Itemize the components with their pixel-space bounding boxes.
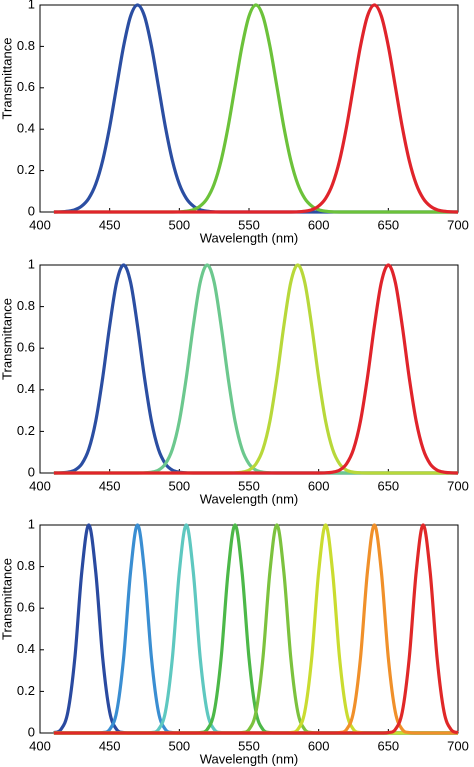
curve bbox=[53, 523, 458, 735]
curve bbox=[53, 523, 458, 735]
y-axis-label: Transmittance bbox=[0, 38, 14, 120]
x-tick-label: 550 bbox=[238, 478, 260, 493]
curve bbox=[53, 523, 458, 735]
y-tick-label: 0.4 bbox=[17, 641, 35, 656]
curve bbox=[53, 3, 458, 214]
y-tick-label: 0.6 bbox=[17, 79, 35, 94]
y-tick-label: 0.8 bbox=[17, 38, 35, 53]
x-axis-label: Wavelength (nm) bbox=[200, 491, 299, 506]
y-tick-label: 0.4 bbox=[17, 121, 35, 136]
y-tick-label: 0.8 bbox=[17, 558, 35, 573]
x-tick-label: 650 bbox=[377, 217, 399, 232]
axes-box bbox=[39, 524, 459, 734]
curve bbox=[53, 263, 459, 475]
x-tick-label: 450 bbox=[99, 217, 121, 232]
y-tick-label: 0 bbox=[28, 203, 35, 218]
y-axis-label: Transmittance bbox=[0, 558, 14, 640]
y-tick-label: 0.4 bbox=[17, 381, 35, 396]
x-tick-label: 400 bbox=[29, 478, 51, 493]
y-tick-label: 0 bbox=[28, 464, 35, 479]
x-tick-label: 700 bbox=[447, 738, 469, 753]
x-tick-label: 650 bbox=[377, 478, 399, 493]
x-tick-label: 500 bbox=[168, 738, 190, 753]
y-axis-label: Transmittance bbox=[0, 298, 14, 380]
x-tick-label: 550 bbox=[238, 738, 260, 753]
curve bbox=[53, 523, 458, 735]
curve bbox=[53, 523, 458, 735]
y-tick-label: 1 bbox=[28, 516, 35, 531]
curve bbox=[53, 523, 458, 735]
y-tick-label: 0 bbox=[28, 724, 35, 739]
x-tick-label: 400 bbox=[29, 738, 51, 753]
curve bbox=[53, 3, 458, 214]
y-tick-label: 0.2 bbox=[17, 683, 35, 698]
axes-box bbox=[39, 4, 459, 213]
curve bbox=[53, 3, 459, 214]
y-tick-label: 0.6 bbox=[17, 600, 35, 615]
x-tick-label: 600 bbox=[308, 738, 330, 753]
x-tick-label: 450 bbox=[99, 738, 121, 753]
x-axis-label: Wavelength (nm) bbox=[200, 751, 299, 766]
x-axis-label: Wavelength (nm) bbox=[200, 230, 299, 245]
x-tick-label: 700 bbox=[447, 217, 469, 232]
curve bbox=[53, 523, 458, 735]
x-tick-label: 400 bbox=[29, 217, 51, 232]
x-tick-label: 550 bbox=[238, 217, 260, 232]
x-tick-label: 600 bbox=[308, 478, 330, 493]
x-tick-label: 500 bbox=[168, 478, 190, 493]
x-tick-label: 450 bbox=[99, 478, 121, 493]
x-tick-label: 650 bbox=[377, 738, 399, 753]
x-tick-label: 500 bbox=[168, 217, 190, 232]
x-tick-label: 600 bbox=[308, 217, 330, 232]
y-tick-label: 0.2 bbox=[17, 162, 35, 177]
y-tick-label: 0.8 bbox=[17, 298, 35, 313]
y-tick-label: 1 bbox=[28, 256, 35, 271]
y-tick-label: 0.2 bbox=[17, 423, 35, 438]
y-tick-label: 1 bbox=[28, 0, 35, 11]
curve bbox=[53, 523, 459, 735]
y-tick-label: 0.6 bbox=[17, 340, 35, 355]
x-tick-label: 700 bbox=[447, 478, 469, 493]
